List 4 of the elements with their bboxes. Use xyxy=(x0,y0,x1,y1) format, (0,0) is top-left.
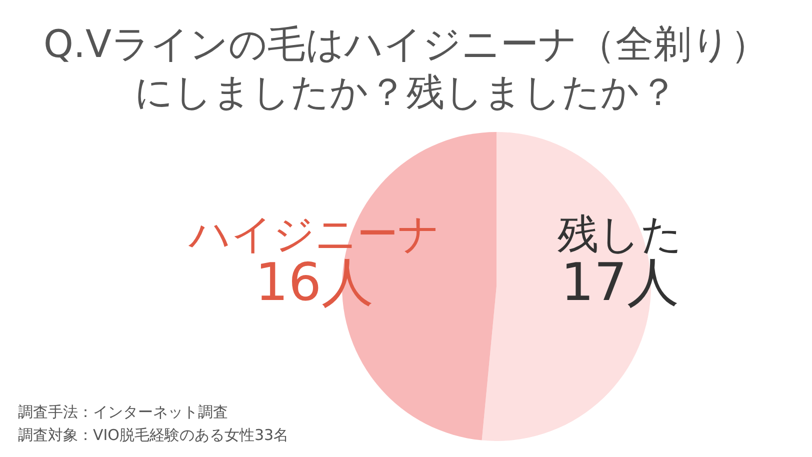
text: 調査対象：VIO脱毛経験のある女性33名 xyxy=(18,426,289,444)
text: 調査手法：インターネット調査 xyxy=(18,403,228,421)
slice-label: ハイジニーナ xyxy=(188,210,440,258)
chart-title: Q.Vラインの毛はハイジニーナ（全剃り）にしましたか？残しましたか？ xyxy=(44,22,768,114)
